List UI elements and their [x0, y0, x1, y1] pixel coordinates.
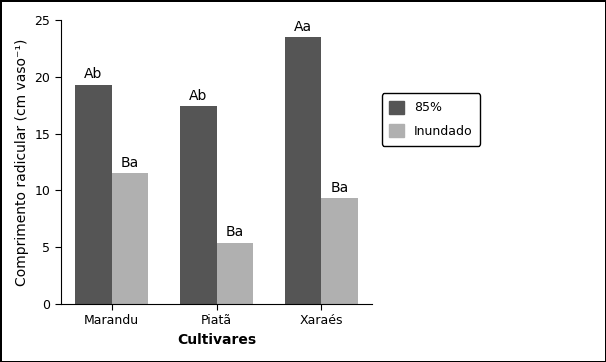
Text: Aa: Aa — [294, 20, 312, 34]
Text: Ba: Ba — [121, 156, 139, 170]
Bar — [285, 37, 321, 304]
Legend: 85%, Inundado: 85%, Inundado — [382, 93, 481, 146]
Bar — [216, 243, 253, 304]
Text: Ba: Ba — [226, 225, 244, 239]
Bar — [112, 173, 148, 304]
X-axis label: Cultivares: Cultivares — [177, 333, 256, 347]
Bar — [321, 198, 358, 304]
Bar — [180, 106, 216, 304]
Y-axis label: Comprimento radicular (cm vaso⁻¹): Comprimento radicular (cm vaso⁻¹) — [15, 38, 29, 286]
Bar — [75, 85, 112, 304]
Text: Ba: Ba — [331, 181, 349, 195]
Text: Ab: Ab — [84, 67, 102, 81]
Text: Ab: Ab — [189, 89, 207, 103]
